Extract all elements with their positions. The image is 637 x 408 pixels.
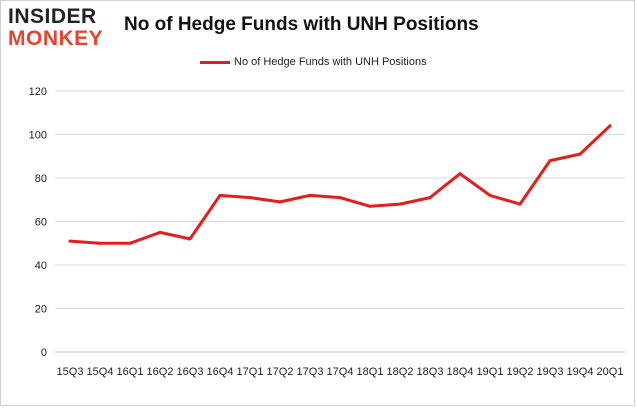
x-tick-label: 20Q1 — [597, 366, 624, 378]
data-point — [518, 202, 522, 206]
x-tick-label: 16Q3 — [177, 366, 204, 378]
data-point — [368, 204, 372, 208]
data-point — [218, 193, 222, 197]
x-tick-label: 19Q1 — [477, 366, 504, 378]
x-tick-labels: 15Q3 15Q4 16Q1 16Q2 16Q3 16Q4 17Q1 17Q2 17Q3 17Q4… — [57, 366, 624, 378]
legend-label: No of Hedge Funds with UNH Positions — [234, 56, 427, 68]
data-point — [338, 196, 342, 200]
x-tick-label: 19Q2 — [507, 366, 534, 378]
data-point — [98, 241, 102, 245]
data-point — [578, 152, 582, 156]
data-point — [308, 193, 312, 197]
x-tick-label: 17Q3 — [297, 366, 324, 378]
y-tick-label: 40 — [35, 260, 47, 272]
data-point — [488, 193, 492, 197]
data-point — [278, 200, 282, 204]
data-point — [398, 202, 402, 206]
data-point — [68, 239, 72, 243]
y-tick-label: 60 — [35, 217, 47, 229]
x-tick-label: 18Q4 — [447, 366, 474, 378]
data-point — [458, 172, 462, 176]
legend-swatch — [200, 60, 230, 64]
chart-title: No of Hedge Funds with UNH Positions — [124, 14, 479, 35]
series-line — [68, 124, 612, 245]
x-tick-label: 18Q1 — [357, 366, 384, 378]
y-tick-label: 20 — [35, 304, 47, 316]
x-tick-label: 15Q3 — [57, 366, 84, 378]
y-tick-label: 80 — [35, 173, 47, 185]
x-tick-label: 17Q1 — [237, 366, 264, 378]
data-point — [248, 196, 252, 200]
data-point — [188, 237, 192, 241]
data-point — [548, 159, 552, 163]
data-point — [608, 124, 612, 128]
x-tick-label: 16Q2 — [147, 366, 174, 378]
insider-monkey-logo: INSIDER MONKEY — [8, 6, 103, 49]
y-tick-label: 120 — [29, 86, 47, 98]
x-tick-label: 16Q4 — [207, 366, 234, 378]
data-point — [428, 196, 432, 200]
y-tick-label: 0 — [41, 347, 47, 359]
x-tick-label: 17Q2 — [267, 366, 294, 378]
x-tick-label: 19Q4 — [567, 366, 594, 378]
x-tick-label: 16Q1 — [117, 366, 144, 378]
series-lines — [68, 124, 612, 245]
x-tick-label: 17Q4 — [327, 366, 354, 378]
logo-line-1: INSIDER — [8, 5, 97, 28]
y-tick-label: 100 — [29, 130, 47, 142]
data-point — [158, 230, 162, 234]
chart-legend: No of Hedge Funds with UNH Positions — [200, 56, 427, 68]
x-tick-label: 19Q3 — [537, 366, 564, 378]
logo-line-2: MONKEY — [8, 27, 104, 50]
x-tick-label: 18Q2 — [387, 366, 414, 378]
x-tick-label: 18Q3 — [417, 366, 444, 378]
grid-lines — [55, 90, 625, 309]
x-tick-label: 15Q4 — [87, 366, 114, 378]
data-point — [128, 241, 132, 245]
y-tick-labels: 0 20 40 60 80 100 120 — [29, 86, 47, 359]
